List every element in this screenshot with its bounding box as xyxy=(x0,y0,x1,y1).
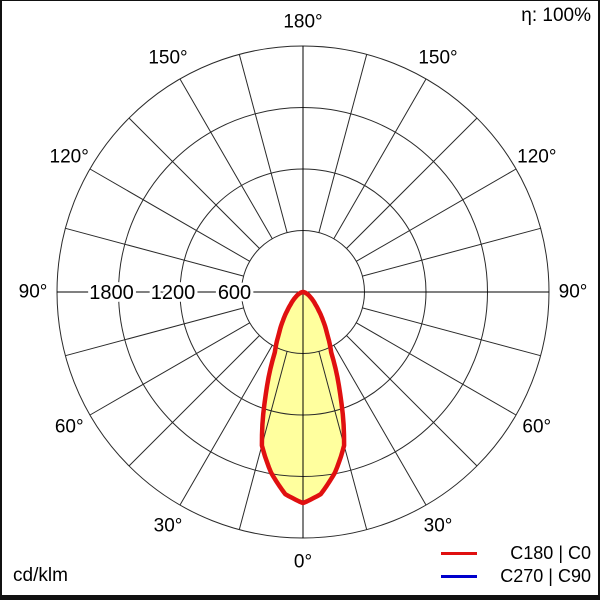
grid-spoke xyxy=(179,345,273,506)
grid-spoke xyxy=(333,345,427,506)
angle-label: 0° xyxy=(294,552,312,573)
grid-spoke xyxy=(333,78,427,239)
angle-label: 180° xyxy=(283,12,322,33)
radial-tick-label: 1200 xyxy=(151,282,196,304)
legend-label: C180 | C0 xyxy=(510,543,591,563)
angle-label: 150° xyxy=(148,48,187,69)
angle-label: 150° xyxy=(418,48,457,69)
grid-spoke xyxy=(362,227,541,277)
angle-label: 90° xyxy=(19,282,48,303)
grid-spoke xyxy=(318,54,368,233)
grid-spoke xyxy=(362,307,541,357)
angle-label: 60° xyxy=(55,417,84,438)
grid-spoke xyxy=(346,335,478,467)
grid-spoke xyxy=(89,168,250,262)
grid-spoke xyxy=(356,322,517,416)
grid-spoke xyxy=(89,322,250,416)
angle-label: 30° xyxy=(154,515,183,536)
legend: C180 | C0 C270 | C90 xyxy=(441,543,591,587)
grid-spoke xyxy=(128,117,260,249)
legend-swatch-icon xyxy=(441,575,477,578)
radial-tick-label: 1800 xyxy=(89,282,134,304)
legend-label: C270 | C90 xyxy=(500,566,591,586)
angle-label: 120° xyxy=(517,147,556,168)
angle-label: 60° xyxy=(522,417,551,438)
efficiency-label: η: 100% xyxy=(521,5,591,26)
grid-spoke xyxy=(65,307,244,357)
radial-tick-label: 600 xyxy=(218,282,251,304)
legend-row: C270 | C90 xyxy=(441,566,591,587)
grid-spoke xyxy=(179,78,273,239)
angle-label: 90° xyxy=(559,282,588,303)
legend-row: C180 | C0 xyxy=(441,543,591,564)
grid-spoke xyxy=(346,117,478,249)
legend-swatch-icon xyxy=(441,552,477,555)
grid-spoke xyxy=(238,54,288,233)
grid-spoke xyxy=(356,168,517,262)
angle-label: 30° xyxy=(424,515,453,536)
unit-label: cd/klm xyxy=(13,565,68,586)
angle-label: 120° xyxy=(50,147,89,168)
grid-spoke xyxy=(128,335,260,467)
intensity-curve-c180-c0 xyxy=(259,289,347,506)
grid-spoke xyxy=(65,227,244,277)
